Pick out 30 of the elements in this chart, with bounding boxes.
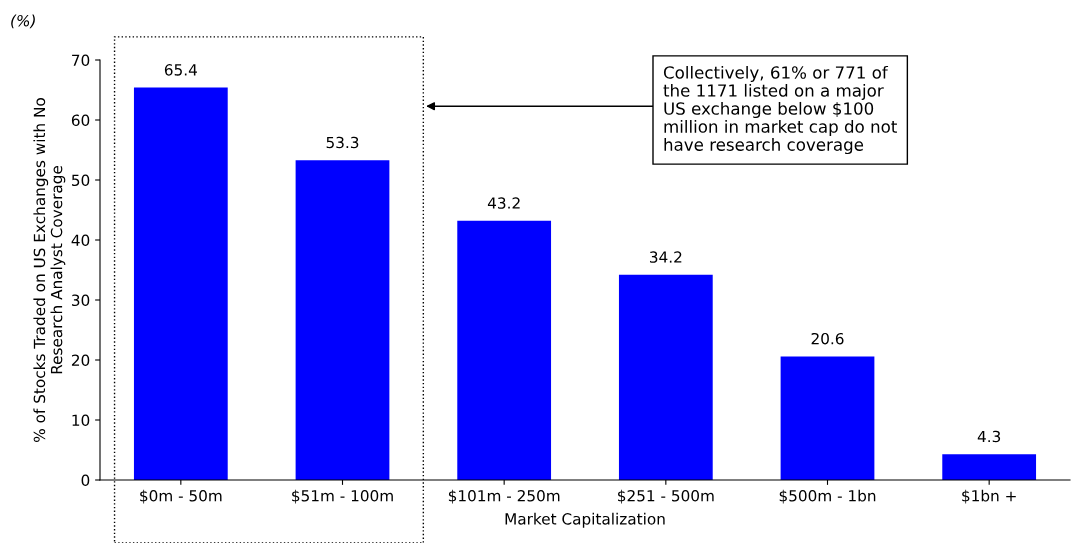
annotation: Collectively, 61% or 771 of the 1171 listed on a major US exchange below $100 million in market cap do not have research coverage	[663, 65, 897, 155]
y-axis-title: % of Stocks Traded on US Exchanges with No Research Analyst Coverage	[33, 98, 66, 442]
data-label: 53.3	[326, 136, 359, 149]
data-label: 34.2	[649, 251, 682, 263]
x-tick-label: $251 - 500m	[618, 489, 714, 504]
x-tick-label: $101m - 250m	[448, 489, 560, 504]
y-tick-label: 70	[72, 54, 90, 67]
y-tick-label: 60	[71, 114, 90, 127]
x-tick-label: $500m - 1bn	[779, 489, 876, 504]
x-axis-title: Market Capitalization	[505, 512, 665, 528]
x-tick-label: $1bn +	[962, 489, 1016, 504]
bar	[780, 356, 875, 480]
data-label: 4.3	[977, 430, 1001, 443]
bar	[618, 274, 713, 480]
data-label: 65.4	[164, 64, 197, 76]
y-tick-label: 0	[81, 474, 90, 487]
text: (%)	[11, 14, 35, 29]
y-tick-label: 20	[71, 354, 90, 367]
y-tick-label: 50	[72, 174, 90, 187]
y-tick-label: 30	[72, 294, 90, 307]
y-tick-label: 10	[72, 414, 90, 427]
bar	[295, 160, 390, 480]
data-label: 43.2	[487, 197, 520, 209]
x-tick-label: $51m - 100m	[292, 489, 393, 504]
y-tick-label: 40	[71, 234, 90, 247]
x-tick-label: $0m - 50m	[140, 489, 222, 504]
bar	[133, 87, 228, 480]
bar	[457, 220, 552, 480]
bar	[942, 454, 1037, 480]
data-label: 20.6	[811, 332, 844, 345]
